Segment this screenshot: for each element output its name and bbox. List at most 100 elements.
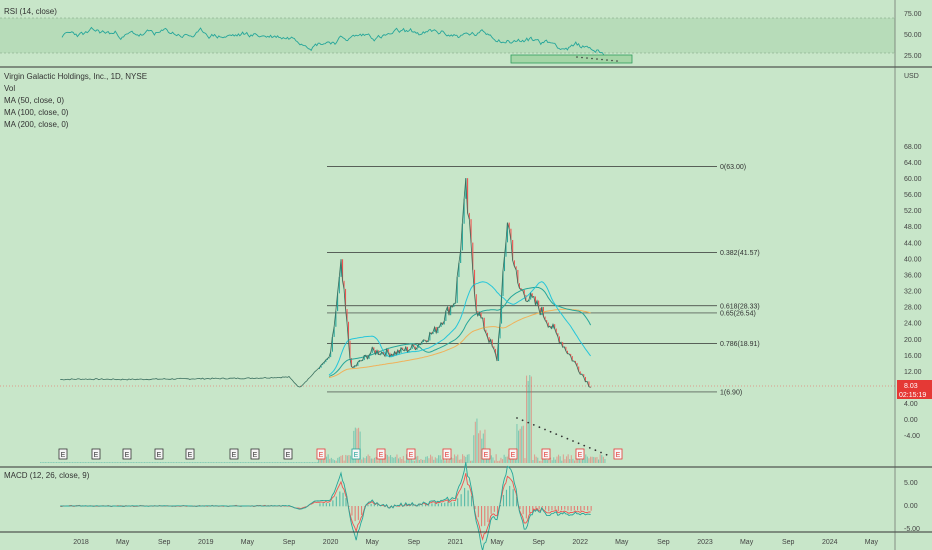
volume-bar — [72, 462, 74, 463]
volume-bar — [463, 455, 465, 463]
volume-bar — [208, 462, 210, 463]
volume-bar — [89, 462, 91, 463]
volume-bar — [462, 454, 464, 463]
macd-bar — [325, 503, 327, 507]
volume-bar — [313, 462, 315, 463]
macd-title: MACD (12, 26, close, 9) — [4, 471, 90, 480]
fib-label: 0.618(28.33) — [720, 303, 760, 310]
volume-bar — [148, 462, 150, 463]
volume-bar — [278, 462, 280, 463]
earnings-marker — [91, 448, 101, 460]
volume-bar — [244, 462, 246, 463]
macd-bar — [512, 489, 514, 507]
volume-bar — [438, 455, 440, 463]
earnings-marker — [316, 448, 326, 460]
volume-bar — [112, 462, 114, 463]
candle — [374, 350, 376, 355]
candle — [475, 294, 477, 311]
earnings-marker — [508, 448, 518, 460]
price-tick: 16.00 — [904, 353, 922, 360]
volume-bar — [76, 462, 78, 463]
volume-bar — [84, 462, 86, 463]
volume-bar — [177, 462, 179, 463]
volume-bar — [292, 462, 294, 463]
earnings-marker-label: E — [94, 452, 99, 459]
volume-bar — [128, 462, 130, 463]
volume-bar — [359, 431, 361, 463]
candle — [445, 310, 447, 321]
divergence-dot — [601, 58, 603, 61]
volume-bar — [442, 456, 444, 463]
fib-label: 0.382(41.57) — [720, 250, 760, 257]
divergence-dot — [611, 59, 613, 62]
volume-bar — [73, 462, 75, 463]
volume-bar — [466, 454, 468, 463]
candle — [430, 332, 432, 335]
earnings-marker-label: E — [188, 452, 193, 459]
fib-label: 0(63.00) — [720, 164, 746, 171]
candle — [390, 354, 392, 357]
volume-bar — [399, 457, 401, 463]
volume-bar — [275, 462, 277, 463]
volume-bar — [486, 456, 488, 463]
volume-bar — [81, 462, 83, 463]
volume-bar — [415, 456, 417, 463]
volume-bar — [449, 456, 451, 463]
volume-bar — [99, 462, 101, 463]
time-tick: May — [241, 539, 255, 546]
macd-bar — [522, 506, 524, 515]
price-tick: 36.00 — [904, 272, 922, 279]
candle — [473, 269, 476, 295]
volume-bar — [236, 462, 238, 463]
volume-bar — [134, 462, 136, 463]
volume-bar — [286, 462, 288, 463]
volume-bar — [465, 456, 467, 463]
candle — [362, 360, 364, 362]
price-tick: 68.00 — [904, 144, 922, 151]
volume-bar — [598, 459, 600, 463]
earnings-marker — [283, 448, 293, 460]
time-tick: Sep — [657, 539, 670, 546]
volume-bar — [289, 462, 291, 463]
candle — [531, 293, 533, 298]
macd-bar — [373, 503, 375, 507]
volume-bar — [147, 462, 149, 463]
candle — [588, 381, 590, 387]
candle — [379, 354, 381, 356]
macd-bar — [405, 504, 407, 507]
candle — [343, 280, 345, 289]
macd-bar — [370, 503, 372, 507]
volume-bar — [316, 462, 318, 463]
volume-bar — [166, 462, 168, 463]
time-tick: Sep — [283, 539, 296, 546]
volume-bar — [574, 460, 576, 463]
macd-bar — [332, 500, 334, 507]
volume-bar — [602, 456, 604, 463]
volume-bar — [335, 460, 337, 463]
candle — [371, 347, 373, 353]
volume-bar — [585, 454, 587, 463]
candle — [538, 300, 540, 308]
macd-tick-0: 0.00 — [904, 503, 918, 510]
candle — [491, 339, 493, 347]
volume-bar — [291, 462, 293, 463]
macd-bar — [538, 506, 540, 510]
volume-bar — [108, 462, 110, 463]
volume-bar — [220, 462, 222, 463]
legend-ma50: MA (50, close, 0) — [4, 96, 64, 105]
candle — [525, 294, 527, 301]
volume-bar — [140, 462, 142, 463]
macd-bar — [421, 505, 423, 507]
macd-bar — [587, 506, 589, 511]
volume-bar — [48, 462, 50, 463]
candle — [325, 359, 327, 363]
candle — [354, 365, 356, 368]
volume-bar — [185, 462, 187, 463]
volume-bar — [204, 462, 206, 463]
volume-bar — [380, 456, 382, 463]
candle — [347, 321, 350, 341]
volume-bar — [398, 458, 400, 463]
volume-bar — [305, 462, 307, 463]
